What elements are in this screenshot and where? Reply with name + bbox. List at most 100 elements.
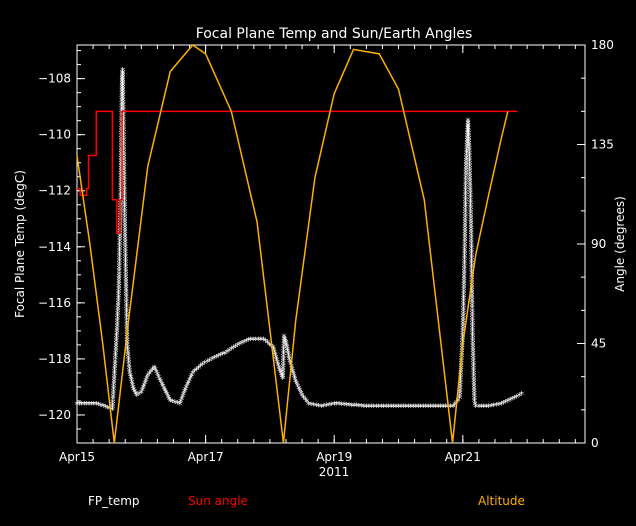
fp-temp-point: * (241, 338, 247, 349)
fp-temp-point: * (356, 402, 362, 413)
fp-temp-point: * (123, 291, 129, 302)
fp-temp-point: * (460, 329, 466, 340)
fp-temp-point: * (346, 401, 352, 412)
fp-temp-point: * (291, 372, 297, 383)
fp-temp-point: * (461, 272, 467, 283)
fp-temp-point: * (183, 383, 189, 394)
fp-temp-point: * (466, 132, 472, 143)
fp-temp-point: * (460, 319, 466, 330)
fp-temp-point: * (463, 169, 469, 180)
fp-temp-point: * (105, 404, 111, 415)
fp-temp-point: * (115, 307, 121, 318)
fp-temp-point: * (122, 233, 128, 244)
fp-temp-point: * (189, 371, 195, 382)
fp-temp-point: * (457, 389, 463, 400)
fp-temp-point: * (467, 199, 473, 210)
fp-temp-point: * (462, 198, 468, 209)
fp-temp-point: * (281, 332, 287, 343)
fp-temp-point: * (460, 297, 466, 308)
fp-temp-point: * (118, 187, 124, 198)
fp-temp-point: * (468, 244, 474, 255)
fp-temp-point: * (118, 154, 124, 165)
x-tick-label: Apr17 (188, 450, 224, 464)
fp-temp-point: * (120, 79, 126, 90)
y-right-tick-label: 135 (591, 138, 614, 152)
fp-temp-point: * (114, 315, 120, 326)
fp-temp-point: * (121, 181, 127, 192)
fp-temp-point: * (153, 368, 159, 379)
fp-temp-point: * (460, 324, 466, 335)
fp-temp-point: * (112, 360, 118, 371)
fp-temp-point: * (297, 387, 303, 398)
fp-temp-point: * (248, 335, 254, 346)
y-axis-right-label: Angle (degrees) (613, 196, 627, 292)
fp-temp-point: * (471, 382, 477, 393)
fp-temp-point: * (213, 353, 219, 364)
fp-temp-point: * (462, 218, 468, 229)
fp-temp-point: * (114, 317, 120, 328)
series-fp-temp: ****************************************… (74, 66, 525, 416)
fp-temp-point: * (118, 159, 124, 170)
fp-temp-point: * (463, 171, 469, 182)
fp-temp-point: * (117, 230, 123, 241)
fp-temp-point: * (118, 142, 124, 153)
fp-temp-point: * (281, 345, 287, 356)
fp-temp-point: * (461, 285, 467, 296)
fp-temp-point: * (122, 238, 128, 249)
fp-temp-point: * (458, 367, 464, 378)
fp-temp-point: * (468, 204, 474, 215)
fp-temp-point: * (93, 400, 99, 411)
fp-temp-point: * (461, 280, 467, 291)
fp-temp-point: * (134, 391, 140, 402)
fp-temp-point: * (459, 334, 465, 345)
fp-temp-point: * (127, 371, 133, 382)
fp-temp-point: * (125, 349, 131, 360)
fp-temp-point: * (286, 355, 292, 366)
fp-temp-point: * (258, 335, 264, 346)
fp-temp-point: * (91, 400, 97, 411)
fp-temp-point: * (119, 77, 125, 88)
fp-temp-point: * (275, 361, 281, 372)
fp-temp-point: * (119, 102, 125, 113)
fp-temp-point: * (292, 375, 298, 386)
fp-temp-point: * (471, 374, 477, 385)
fp-temp-point: * (470, 349, 476, 360)
fp-temp-point: * (467, 197, 473, 208)
fp-temp-point: * (462, 196, 468, 207)
fp-temp-point: * (120, 101, 126, 112)
fp-temp-point: * (115, 295, 121, 306)
fp-temp-point: * (470, 337, 476, 348)
fp-temp-point: * (460, 332, 466, 343)
fp-temp-point: * (464, 129, 470, 140)
fp-temp-point: * (464, 132, 470, 143)
fp-temp-point: * (408, 403, 414, 414)
fp-temp-point: * (471, 379, 477, 390)
fp-temp-point: * (122, 198, 128, 209)
fp-temp-point: * (121, 191, 127, 202)
fp-temp-point: * (373, 403, 379, 414)
fp-temp-point: * (124, 318, 130, 329)
fp-temp-point: * (458, 362, 464, 373)
fp-temp-point: * (396, 403, 402, 414)
fp-temp-point: * (463, 183, 469, 194)
fp-temp-point: * (470, 332, 476, 343)
fp-temp-point: * (143, 377, 149, 388)
fp-temp-point: * (469, 256, 475, 267)
fp-temp-point: * (413, 403, 419, 414)
fp-temp-point: * (111, 385, 117, 396)
fp-temp-point: * (468, 236, 474, 247)
fp-temp-point: * (122, 250, 128, 261)
fp-temp-point: * (239, 339, 245, 350)
fp-temp-point: * (466, 135, 472, 146)
fp-temp-point: * (146, 370, 152, 381)
fp-temp-point: * (124, 338, 130, 349)
fp-temp-point: * (471, 377, 477, 388)
fp-temp-point: * (469, 287, 475, 298)
fp-temp-point: * (122, 240, 128, 251)
fp-temp-point: * (277, 368, 283, 379)
fp-temp-point: * (124, 316, 130, 327)
fp-temp-point: * (511, 394, 517, 405)
fp-temp-point: * (121, 144, 127, 155)
fp-temp-point: * (181, 388, 187, 399)
fp-temp-point: * (467, 177, 473, 188)
